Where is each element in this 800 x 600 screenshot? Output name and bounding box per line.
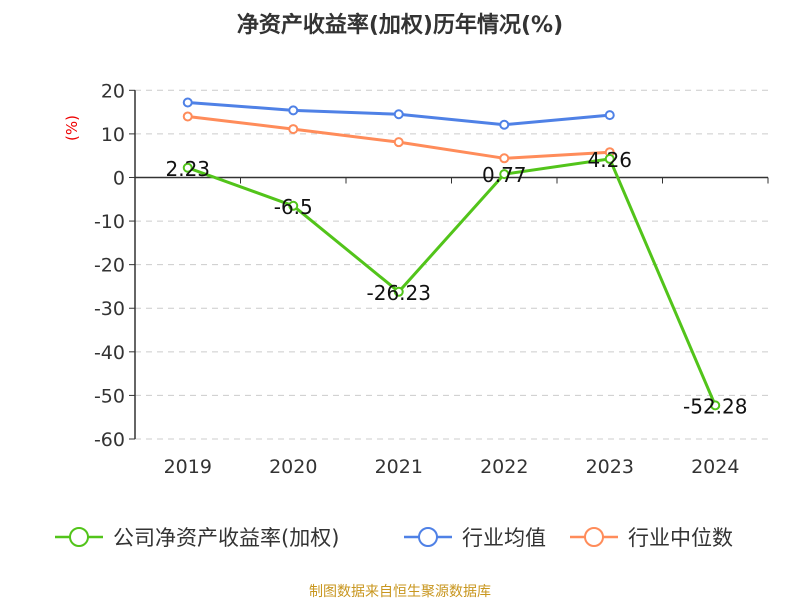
data-point bbox=[604, 110, 615, 121]
data-point bbox=[288, 200, 299, 211]
y-tick-label: -60 bbox=[94, 429, 125, 451]
y-tick-label: 10 bbox=[101, 124, 125, 146]
x-tick-label: 2024 bbox=[691, 456, 739, 478]
y-tick-label: -40 bbox=[94, 342, 125, 364]
series-line-0 bbox=[187, 157, 717, 406]
y-tick-label: 0 bbox=[113, 167, 125, 189]
data-point bbox=[604, 153, 615, 164]
x-tick-label: 2019 bbox=[164, 456, 212, 478]
legend-label: 行业中位数 bbox=[628, 526, 733, 550]
data-label: -52.28 bbox=[683, 394, 747, 418]
y-tick-label: -30 bbox=[94, 298, 125, 320]
data-point bbox=[710, 400, 721, 411]
chart-title: 净资产收益率(加权)历年情况(%) bbox=[237, 12, 563, 38]
y-axis-label: (%) bbox=[63, 115, 81, 141]
data-point bbox=[288, 105, 299, 116]
data-label: -26.23 bbox=[367, 281, 431, 305]
x-tick-label: 2023 bbox=[586, 456, 634, 478]
footer-source: 制图数据来自恒生聚源数据库 bbox=[309, 584, 491, 600]
legend-marker-icon bbox=[584, 527, 604, 547]
y-tick-label: -20 bbox=[94, 255, 125, 277]
data-point bbox=[393, 137, 404, 148]
data-point bbox=[499, 119, 510, 130]
data-point bbox=[499, 169, 510, 180]
y-tick-label: -50 bbox=[94, 385, 125, 407]
data-point bbox=[182, 97, 193, 108]
data-point bbox=[393, 109, 404, 120]
data-point bbox=[288, 124, 299, 135]
data-point bbox=[499, 153, 510, 164]
y-tick-label: -10 bbox=[94, 211, 125, 233]
y-tick-label: 20 bbox=[101, 80, 125, 102]
data-label: 2.23 bbox=[165, 157, 210, 181]
legend-label: 公司净资产收益率(加权) bbox=[113, 526, 339, 550]
data-label: 4.26 bbox=[587, 148, 632, 172]
legend-label: 行业均值 bbox=[462, 526, 546, 550]
x-tick-label: 2022 bbox=[480, 456, 528, 478]
data-point bbox=[393, 286, 404, 297]
data-point bbox=[182, 162, 193, 173]
legend-marker-icon bbox=[418, 527, 438, 547]
x-tick-label: 2021 bbox=[375, 456, 423, 478]
data-label: -6.5 bbox=[274, 195, 313, 219]
legend-marker-icon bbox=[69, 527, 89, 547]
data-label: 0.77 bbox=[482, 163, 527, 187]
data-point bbox=[182, 111, 193, 122]
x-tick-label: 2020 bbox=[269, 456, 317, 478]
